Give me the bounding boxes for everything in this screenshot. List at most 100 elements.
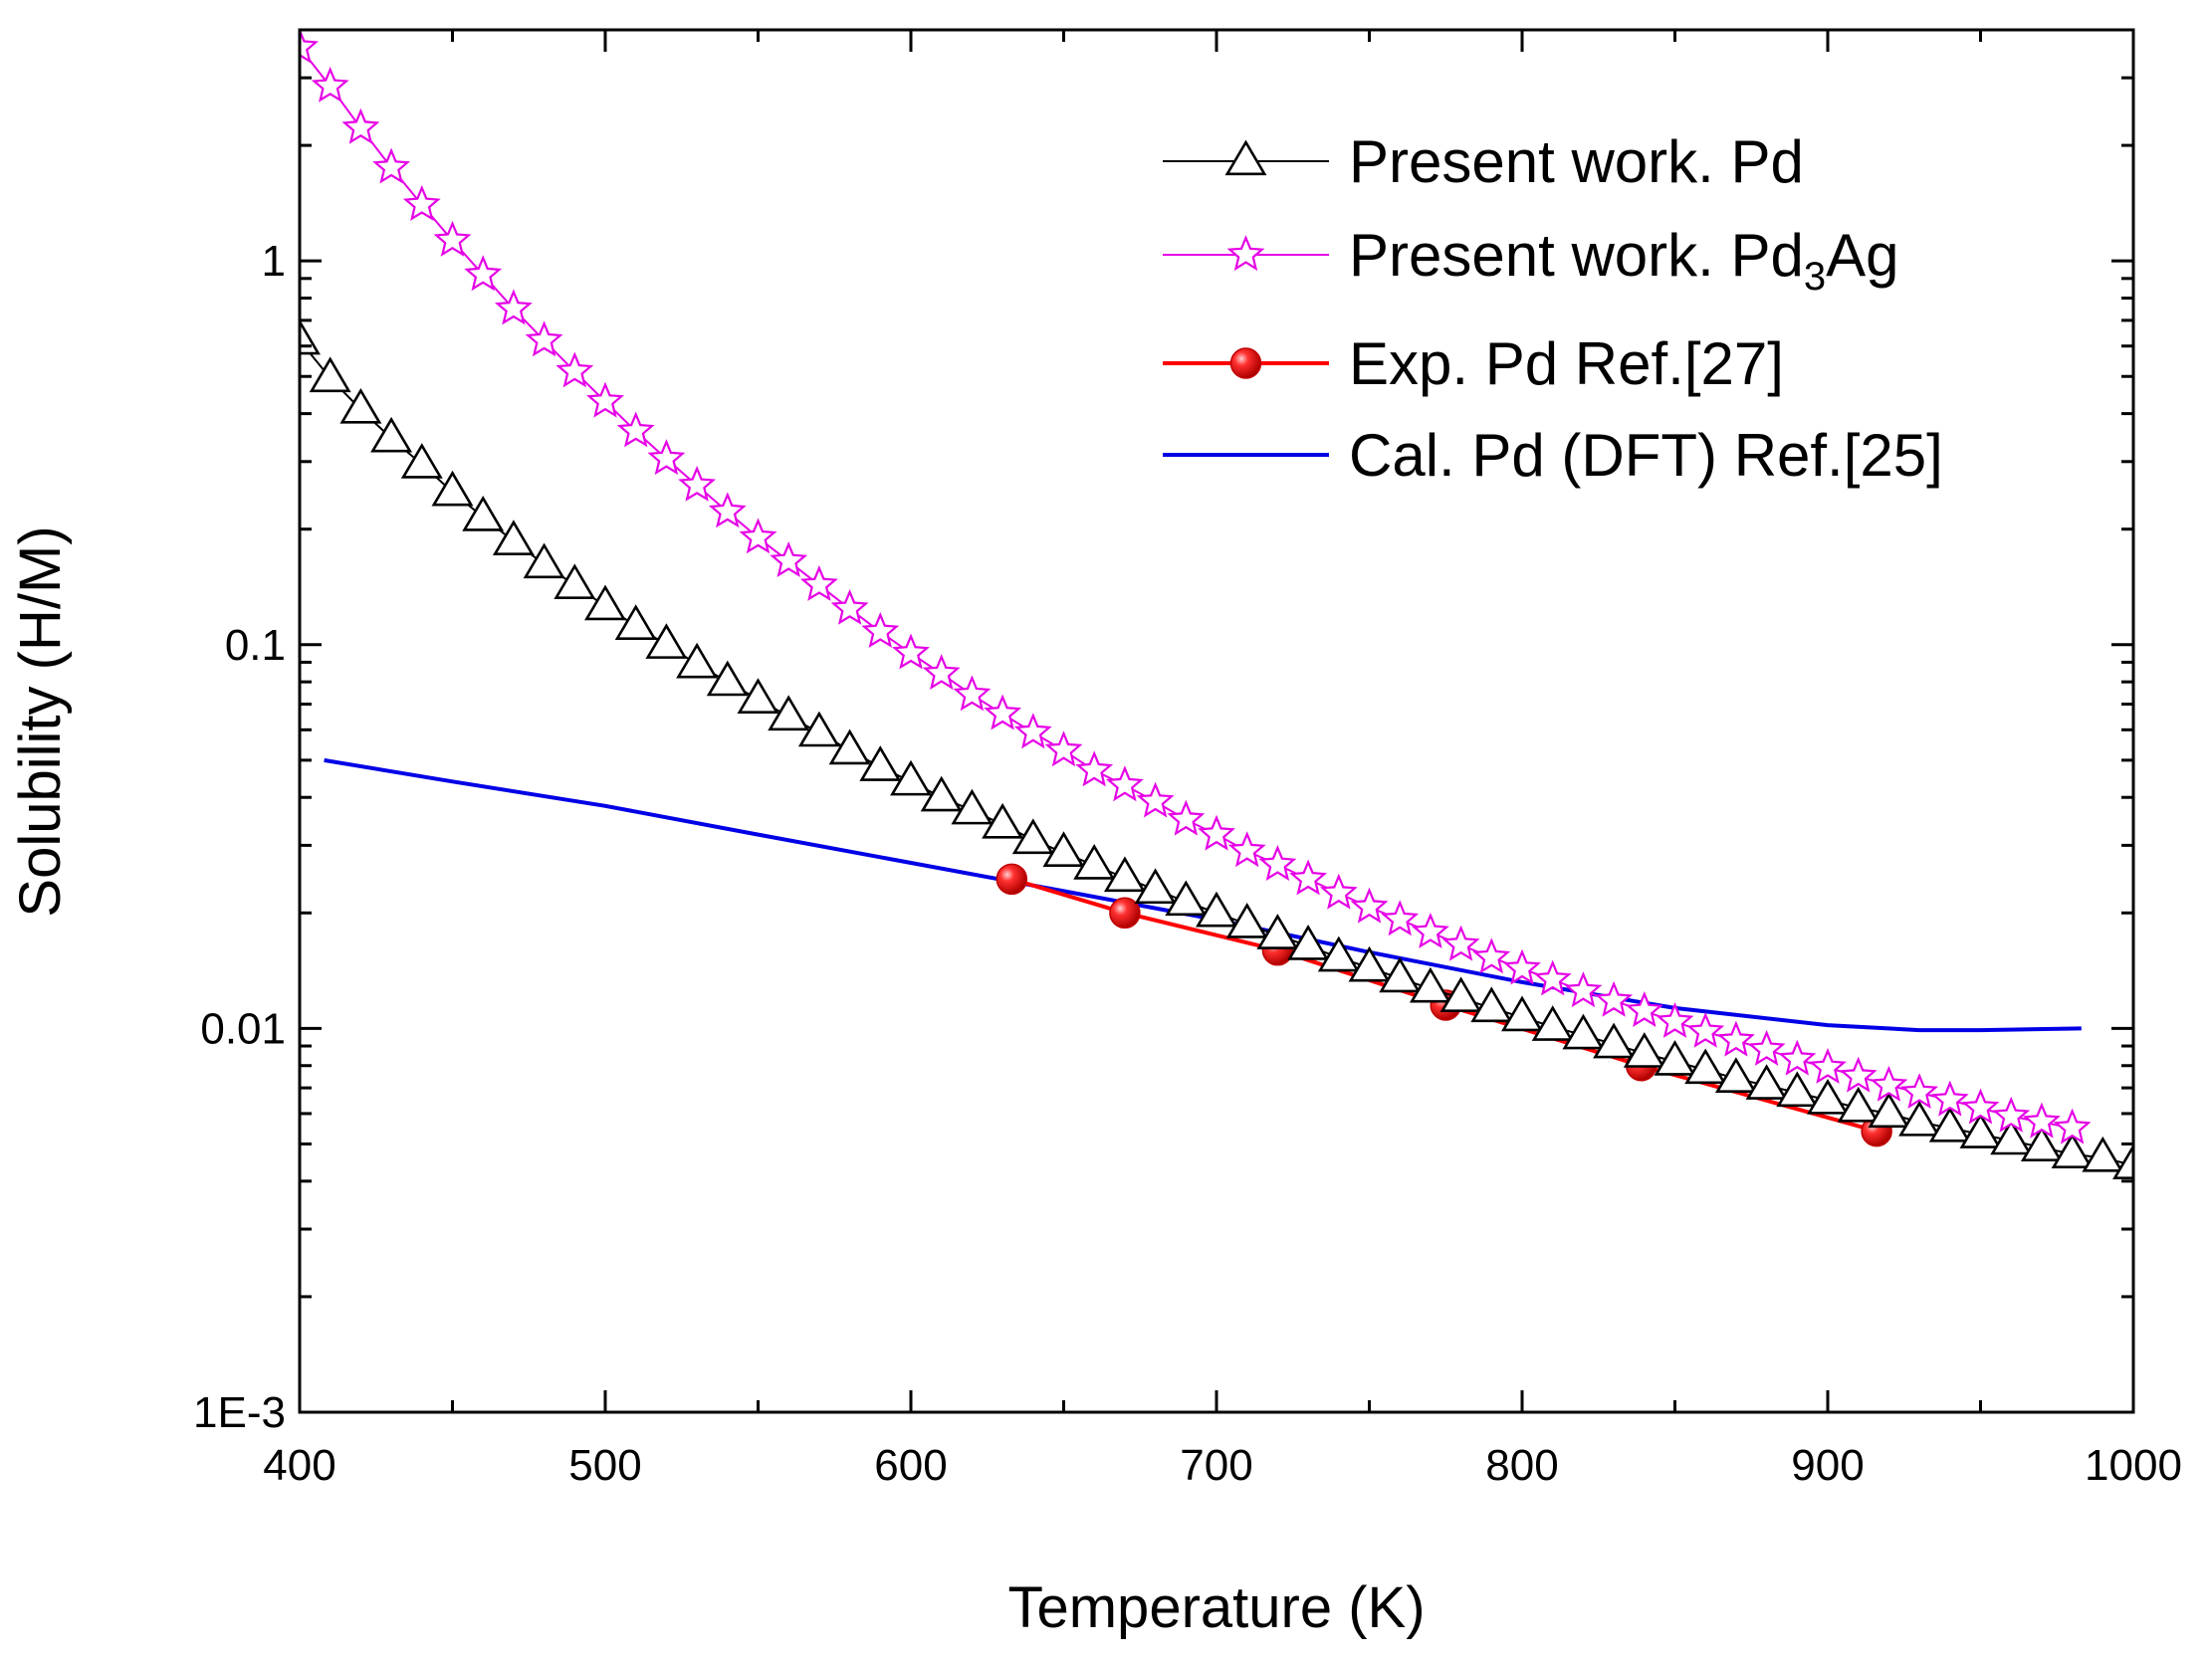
- data-point: [1807, 1078, 1849, 1115]
- data-point: [708, 492, 747, 528]
- data-point: [1105, 765, 1144, 802]
- data-point: [555, 351, 594, 388]
- data-point: [311, 66, 349, 103]
- x-tick-label: 500: [568, 1441, 641, 1490]
- data-point: [2020, 1126, 2063, 1162]
- x-tick-label: 600: [874, 1441, 947, 1490]
- data-point: [892, 633, 930, 670]
- data-point: [920, 775, 963, 812]
- data-point: [370, 416, 413, 453]
- legend-label: Cal. Pd (DFT) Ref.[25]: [1349, 422, 1943, 489]
- data-point: [995, 863, 1028, 896]
- data-point: [830, 588, 869, 625]
- data-point: [1959, 1113, 2002, 1148]
- series-2: [300, 30, 2092, 1144]
- y-tick-label: 1E-3: [193, 1388, 286, 1437]
- data-point: [1928, 1106, 1971, 1143]
- legend-entry-4: Cal. Pd (DFT) Ref.[25]: [1163, 422, 1943, 489]
- data-point: [676, 642, 719, 679]
- data-point: [525, 320, 563, 357]
- x-tick-label: 800: [1485, 1441, 1558, 1490]
- plot-area: [300, 30, 2133, 1180]
- data-point: [768, 695, 810, 731]
- legend-marker: [1226, 235, 1265, 272]
- data-point: [1044, 730, 1083, 767]
- data-point: [1623, 1032, 1665, 1068]
- data-point: [1134, 868, 1177, 905]
- data-point: [828, 728, 871, 765]
- data-point: [1961, 1088, 2000, 1125]
- data-point: [309, 356, 351, 393]
- data-point: [1348, 945, 1391, 982]
- data-point: [706, 660, 749, 697]
- data-point: [1136, 781, 1175, 818]
- data-point: [1227, 831, 1266, 868]
- data-point: [1198, 814, 1235, 851]
- data-point: [1439, 976, 1482, 1013]
- data-point: [1900, 1073, 1939, 1110]
- data-point: [951, 788, 994, 825]
- data-point: [1776, 1071, 1819, 1108]
- data-point: [1225, 903, 1268, 938]
- data-point: [2082, 1136, 2124, 1172]
- data-point: [799, 565, 838, 601]
- data-point: [1654, 1040, 1696, 1076]
- data-point: [1595, 980, 1634, 1017]
- data-point: [1350, 887, 1389, 924]
- data-point: [1716, 1020, 1755, 1057]
- data-point: [1411, 912, 1449, 948]
- data-point: [1472, 937, 1511, 974]
- legend-entry-2: Present work. Pd3Ag: [1163, 222, 1899, 299]
- data-point: [984, 694, 1022, 730]
- data-point: [1196, 891, 1237, 928]
- data-point: [1317, 935, 1360, 972]
- data-point: [339, 387, 382, 424]
- data-point: [400, 443, 443, 479]
- x-tick-label: 700: [1180, 1441, 1252, 1490]
- data-point: [953, 675, 992, 712]
- axes: 400 500 600 700 800 900 1000 1 0.1 0.01 1E-3: [193, 28, 2182, 1490]
- series-layer: [300, 30, 2133, 1180]
- data-point: [1073, 844, 1116, 880]
- y-tick-label: 1: [262, 237, 286, 286]
- data-point: [647, 439, 686, 476]
- data-point: [341, 107, 380, 144]
- data-point: [737, 678, 779, 714]
- data-point: [2053, 1108, 2092, 1144]
- data-point: [1165, 880, 1208, 917]
- data-point: [770, 541, 808, 578]
- data-point: [1501, 995, 1543, 1032]
- data-point: [645, 623, 688, 659]
- data-point: [1837, 1086, 1880, 1123]
- data-point: [1562, 1013, 1605, 1050]
- data-point: [1564, 971, 1603, 1008]
- data-point: [1379, 956, 1422, 993]
- data-point: [1381, 900, 1420, 936]
- data-point: [739, 518, 777, 554]
- data-point: [433, 220, 472, 257]
- data-point: [922, 654, 961, 691]
- legend-marker: [1224, 139, 1267, 176]
- x-tick-label: 900: [1791, 1441, 1864, 1490]
- data-point: [1656, 1001, 1694, 1038]
- data-point: [1013, 713, 1052, 749]
- data-point: [1778, 1039, 1817, 1076]
- data-point: [1625, 991, 1663, 1028]
- data-point: [616, 411, 655, 448]
- x-axis-title: Temperature (K): [1007, 1575, 1425, 1640]
- data-point: [1287, 925, 1330, 960]
- data-point: [2112, 1143, 2133, 1180]
- data-point: [584, 584, 626, 621]
- data-point: [1011, 818, 1054, 855]
- legend-label: Exp. Pd Ref.[27]: [1349, 330, 1784, 397]
- data-point: [1503, 948, 1541, 985]
- data-point: [1992, 1096, 2031, 1133]
- data-point: [1809, 1048, 1847, 1084]
- data-point: [1109, 897, 1141, 930]
- data-point: [1319, 873, 1358, 910]
- legend-label: Present work. Pd: [1349, 128, 1804, 195]
- data-point: [1714, 1057, 1757, 1093]
- data-point: [678, 465, 717, 502]
- series-line: [324, 757, 2082, 1033]
